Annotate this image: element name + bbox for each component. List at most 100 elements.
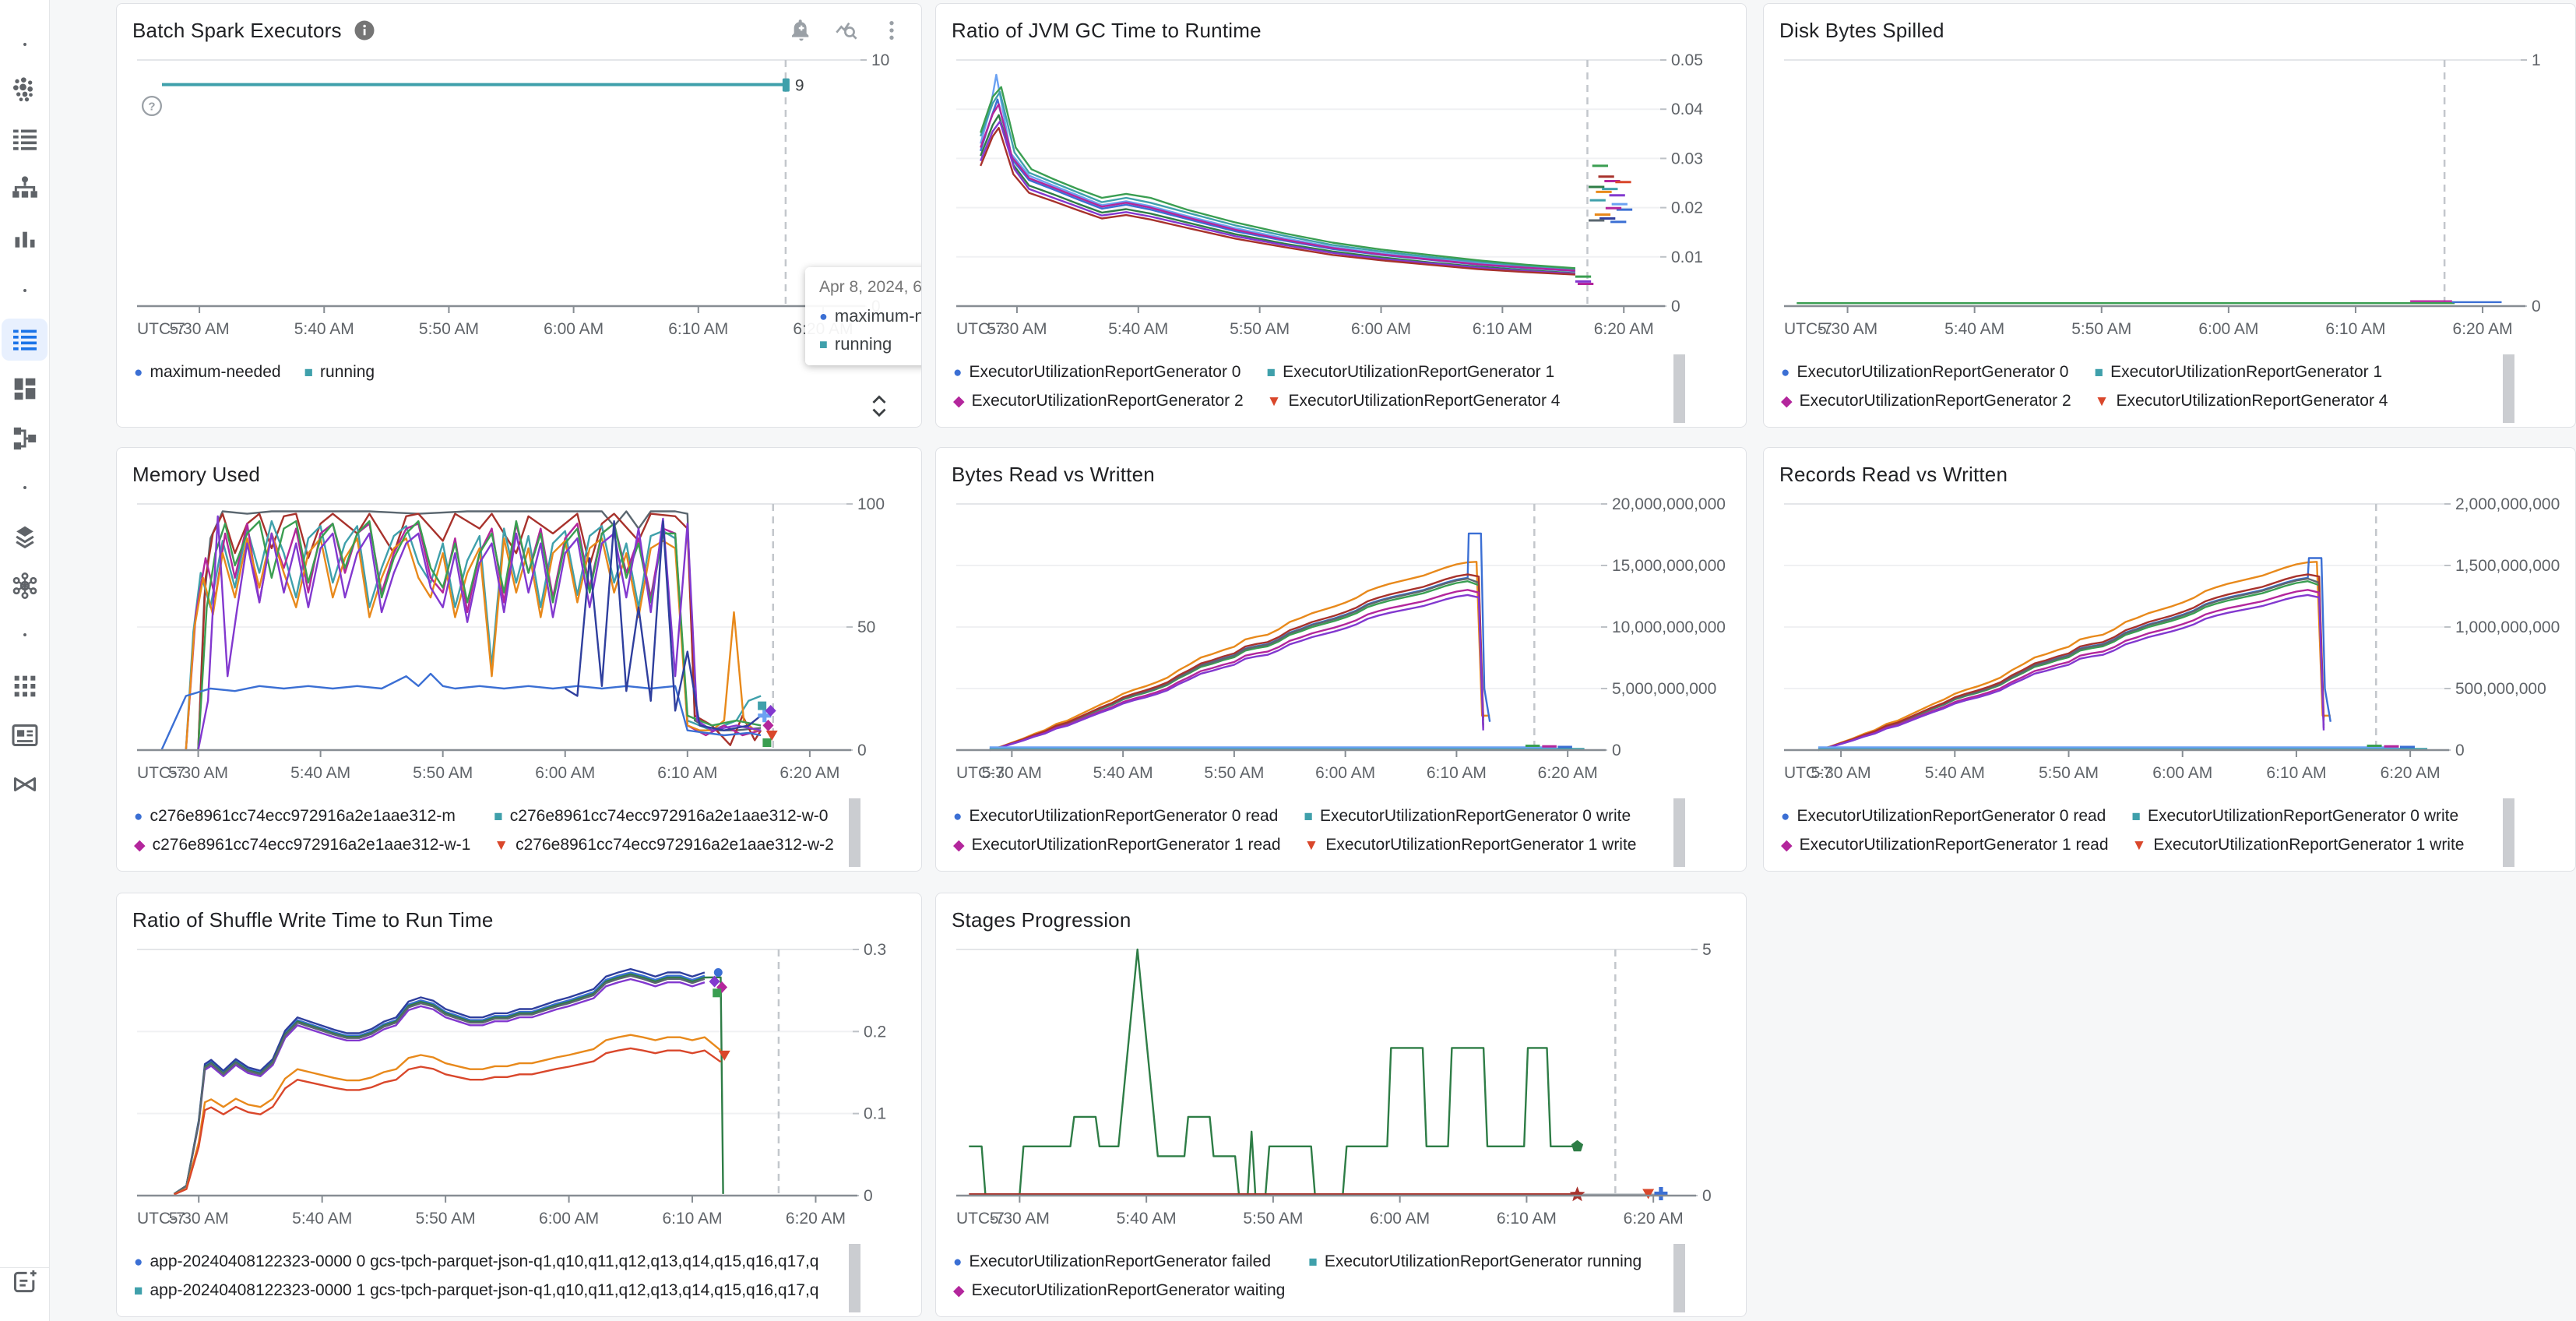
- legend-item[interactable]: ■ c276e8961cc74ecc972916a2e1aae312-w-0: [494, 807, 833, 826]
- legend-item[interactable]: ▼ ExecutorUtilizationReportGenerator 4: [1267, 392, 1561, 410]
- legend-item[interactable]: ◆ c276e8961cc74ecc972916a2e1aae312-w-1: [134, 836, 470, 854]
- nav-compose-icon[interactable]: [0, 1260, 49, 1304]
- legend-item[interactable]: ■ ExecutorUtilizationReportGenerator 1: [2095, 363, 2388, 382]
- legend-item[interactable]: ● maximum-needed: [134, 363, 281, 382]
- legend-scrollbar-thumb[interactable]: [1673, 354, 1685, 423]
- tooltip-series-name: maximum-needed: [834, 306, 921, 326]
- x-tick-label: 5:50 AM: [1204, 764, 1264, 782]
- x-tick-label: 6:10 AM: [1473, 320, 1533, 338]
- legend-scrollbar-thumb[interactable]: [2503, 354, 2514, 423]
- explore-chart-icon[interactable]: [832, 16, 860, 44]
- chart-ratio-of-shuffle-write-time-to-run-time[interactable]: 0.3 0.2 0.1 0 UTC-75:30 AM 5:40 AM 5:50 AM 6:00…: [132, 937, 907, 1244]
- legend-scrollbar-thumb[interactable]: [849, 1244, 860, 1312]
- legend-label: ExecutorUtilizationReportGenerator 1: [1283, 363, 1555, 381]
- chart-batch-spark-executors[interactable]: 1009UTC-75:30 AM5:40 AM5:50 AM6:00 AM6:1…: [132, 48, 907, 354]
- legend-item[interactable]: ◆ ExecutorUtilizationReportGenerator 2: [1781, 392, 2071, 410]
- y-tick-label: 15,000,000,000: [1612, 557, 1726, 575]
- chart-disk-bytes-spilled[interactable]: 1 0 UTC-75:30 AM 5:40 AM 5:50 AM 6:00 AM 6:10 …: [1779, 48, 2561, 354]
- legend-item[interactable]: ● ExecutorUtilizationReportGenerator 0 re…: [953, 807, 1281, 826]
- chart-records-read-vs-written[interactable]: 2,000,000,000 1,500,000,000 1,000,000,000 5…: [1779, 491, 2561, 798]
- legend-item[interactable]: ■ ExecutorUtilizationReportGenerator 0 wr…: [2132, 807, 2465, 826]
- legend-item[interactable]: ◆ ExecutorUtilizationReportGenerator 2: [953, 392, 1244, 410]
- x-tick-label: 5:40 AM: [1093, 764, 1153, 782]
- nav-list-icon[interactable]: [0, 118, 49, 161]
- help-icon[interactable]: ?: [140, 94, 164, 118]
- legend-item[interactable]: ▼ c276e8961cc74ecc972916a2e1aae312-w-2: [494, 836, 833, 854]
- x-tick-label: 5:50 AM: [1230, 320, 1290, 338]
- panel-header: Stages Progression: [952, 903, 1730, 937]
- x-tick-label: 5:40 AM: [1944, 320, 2004, 338]
- legend-scrollbar-thumb[interactable]: [1673, 798, 1685, 867]
- y-tick-label: 0.02: [1671, 199, 1703, 217]
- legend-item[interactable]: ■ ExecutorUtilizationReportGenerator 1: [1267, 363, 1561, 382]
- y-tick-label: 0: [2532, 298, 2541, 315]
- legend-item[interactable]: ◆ ExecutorUtilizationReportGenerator 1 re…: [953, 836, 1281, 854]
- legend-item[interactable]: ● ExecutorUtilizationReportGenerator 0 re…: [1781, 807, 2109, 826]
- nav-hub-icon[interactable]: [0, 564, 49, 608]
- nav-scatter-cluster-icon[interactable]: [0, 69, 49, 112]
- x-tick-label: 5:50 AM: [1243, 1210, 1303, 1228]
- legend-scrollbar-thumb[interactable]: [1673, 1244, 1685, 1312]
- legend-item[interactable]: ■ running: [304, 363, 375, 382]
- chart-bytes-read-vs-written[interactable]: 20,000,000,000 15,000,000,000 10,000,000,0…: [952, 491, 1732, 798]
- alert-bell-icon[interactable]: [787, 16, 815, 44]
- nav-blocks-icon[interactable]: [0, 367, 49, 410]
- legend-marker-square: ■: [134, 1282, 143, 1299]
- legend-label: ExecutorUtilizationReportGenerator 1 rea…: [971, 836, 1281, 854]
- legend: ● maximum-needed ■ running: [132, 363, 375, 382]
- nav-dashboards-list-icon[interactable]: [0, 318, 49, 361]
- legend-marker-diamond: ◆: [953, 837, 965, 854]
- x-tick-label: 6:10 AM: [2266, 764, 2326, 782]
- legend-marker-square: ■: [1266, 364, 1276, 381]
- legend-marker-square: ■: [494, 808, 503, 825]
- legend-item[interactable]: ◆ ExecutorUtilizationReportGenerator wait…: [953, 1281, 1285, 1300]
- y-tick-label: 5: [1702, 941, 1712, 959]
- y-tick-label: 0.05: [1671, 51, 1703, 69]
- legend-marker-triangle: ▼: [2131, 837, 2147, 854]
- x-tick-label: 6:00 AM: [535, 764, 595, 782]
- legend-item[interactable]: ▼ ExecutorUtilizationReportGenerator 1 wr…: [1304, 836, 1637, 854]
- panel-header: Ratio of JVM GC Time to Runtime: [952, 13, 1730, 48]
- legend-label: ExecutorUtilizationReportGenerator 1: [2110, 363, 2383, 381]
- tooltip-expander-chevrons[interactable]: [868, 392, 890, 420]
- legend-item[interactable]: ▼ ExecutorUtilizationReportGenerator 4: [2095, 392, 2388, 410]
- nav-org-tree-icon[interactable]: [0, 167, 49, 210]
- x-tick-label: 5:40 AM: [292, 1210, 352, 1228]
- nav-bar-chart-icon[interactable]: [0, 217, 49, 260]
- panel-records-read-vs-written: Records Read vs Written 2,000,000,000 1,50…: [1763, 447, 2576, 872]
- nav-news-card-icon[interactable]: [0, 713, 49, 757]
- legend-marker-square: ■: [2131, 808, 2141, 825]
- info-icon[interactable]: [353, 19, 376, 42]
- chart-memory-used[interactable]: 100 50 0 UTC-75:30 AM 5:40 AM 5:50 AM 6:00 AM 6…: [132, 491, 907, 798]
- legend-item[interactable]: ● ExecutorUtilizationReportGenerator 0: [1781, 363, 2071, 382]
- legend-item[interactable]: ■ ExecutorUtilizationReportGenerator 0 wr…: [1304, 807, 1637, 826]
- legend-item[interactable]: ▼ ExecutorUtilizationReportGenerator 1 wr…: [2132, 836, 2465, 854]
- chart-stages-progression[interactable]: 5 0 UTC-75:30 AM 5:40 AM 5:50 AM 6:00 AM 6:10 …: [952, 937, 1732, 1244]
- legend-item[interactable]: ◆ ExecutorUtilizationReportGenerator 1 re…: [1781, 836, 2109, 854]
- nav-schema-icon[interactable]: [0, 417, 49, 460]
- x-tick-label: 6:00 AM: [2152, 764, 2212, 782]
- x-tick-label: 6:00 AM: [539, 1210, 599, 1228]
- legend-scrollbar-thumb[interactable]: [849, 798, 860, 867]
- legend-item[interactable]: ● c276e8961cc74ecc972916a2e1aae312-m: [134, 807, 470, 826]
- y-tick-label: 0: [1702, 1187, 1712, 1205]
- nav-apps-grid-icon[interactable]: [0, 664, 49, 708]
- chart-ratio-of-jvm-gc-time-to-runtime[interactable]: 0.05 0.04 0.03 0.02 0.01 0 UTC-75:30 AM 5:40 AM…: [952, 48, 1732, 354]
- legend-marker-triangle: ▼: [494, 837, 509, 854]
- legend-item[interactable]: ● ExecutorUtilizationReportGenerator 0: [953, 363, 1244, 382]
- nav-bowtie-icon[interactable]: [0, 763, 49, 806]
- legend-item[interactable]: ■ ExecutorUtilizationReportGenerator runn…: [1308, 1252, 1642, 1271]
- y-tick-label: 0: [2455, 742, 2465, 759]
- legend-label: ExecutorUtilizationReportGenerator 0: [969, 363, 1241, 381]
- legend-marker-diamond: ◆: [953, 1282, 965, 1299]
- legend-label: ExecutorUtilizationReportGenerator faile…: [969, 1252, 1272, 1270]
- legend-item[interactable]: ● app-20240408122323-0000 0 gcs-tpch-parq…: [134, 1252, 819, 1271]
- nav-layers-icon[interactable]: [0, 515, 49, 558]
- legend-item[interactable]: ● ExecutorUtilizationReportGenerator fail…: [953, 1252, 1285, 1271]
- legend: ● ExecutorUtilizationReportGenerator 0 re…: [1779, 807, 2465, 854]
- legend-scrollbar-thumb[interactable]: [2503, 798, 2514, 867]
- y-tick-label: 0: [1612, 742, 1621, 759]
- legend: ● ExecutorUtilizationReportGenerator 0 ■ Ex…: [1779, 363, 2388, 410]
- legend-item[interactable]: ■ app-20240408122323-0000 1 gcs-tpch-parq…: [134, 1281, 819, 1300]
- more-vert-icon[interactable]: [878, 16, 906, 44]
